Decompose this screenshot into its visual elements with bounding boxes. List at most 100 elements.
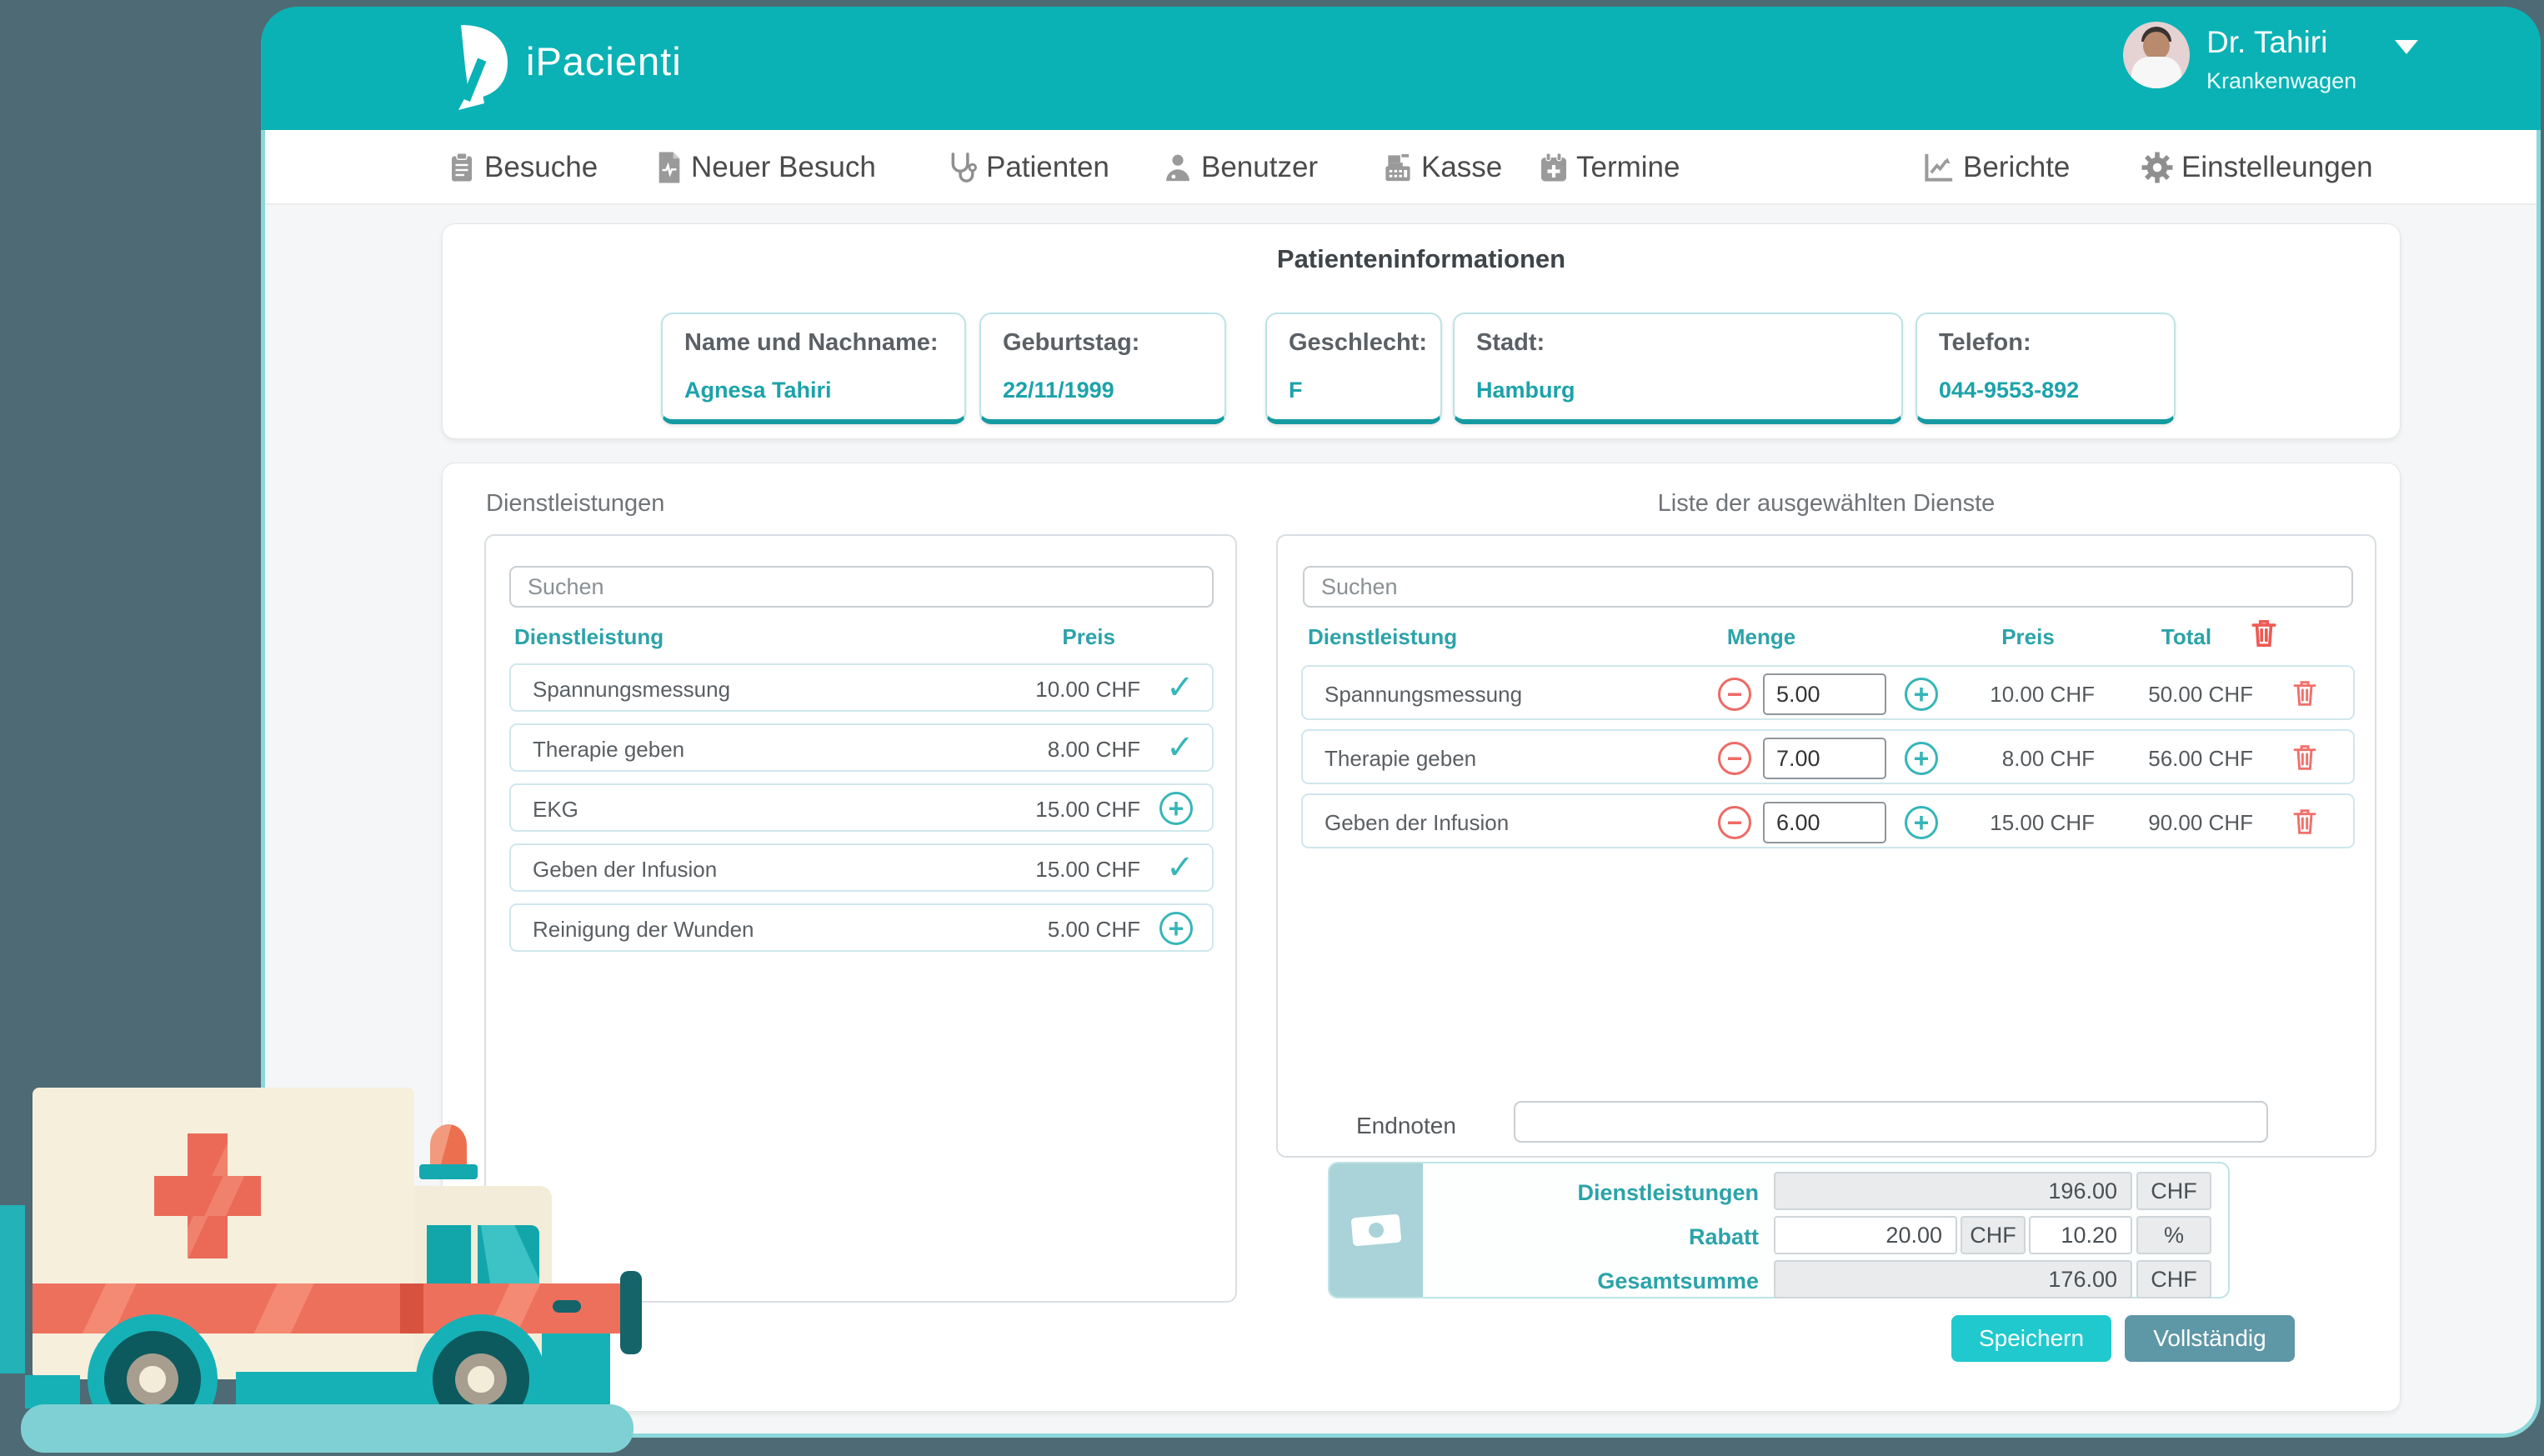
- add-service-button[interactable]: +: [1159, 792, 1193, 825]
- grand-total-value: 176.00: [1774, 1260, 2132, 1298]
- field-value: F: [1289, 378, 1303, 403]
- patient-info-panel: Patienteninformationen Name und Nachname…: [442, 223, 2401, 439]
- grand-total-unit: CHF: [2136, 1260, 2211, 1298]
- field-value: 22/11/1999: [1003, 378, 1114, 403]
- services-listbox: Dienstleistung Preis Spannungsmessung 10…: [484, 534, 1237, 1303]
- field-label: Name und Nachname:: [684, 329, 939, 356]
- delete-row-trash-icon[interactable]: [2291, 743, 2318, 777]
- selected-services-title: Liste der ausgewählten Dienste: [1657, 490, 1996, 517]
- nav-item-neuer-besuch[interactable]: Neuer Besuch: [655, 130, 876, 205]
- percent-unit: %: [2136, 1216, 2211, 1254]
- ambulance-siren-base: [419, 1164, 478, 1179]
- new-document-icon: [659, 152, 680, 183]
- ambulance-window-divider: [471, 1225, 478, 1323]
- complete-button[interactable]: Vollständig: [2125, 1315, 2295, 1362]
- gear-icon: [2141, 152, 2173, 183]
- field-value: Agnesa Tahiri: [684, 378, 832, 403]
- selected-service-row: Geben der Infusion − + 15.00 CHF 90.00 C…: [1301, 793, 2355, 848]
- service-price: 15.00 CHF: [1035, 857, 1140, 882]
- discount-percent-input[interactable]: [2029, 1216, 2132, 1254]
- nav-label: Neuer Besuch: [691, 151, 876, 183]
- nav-item-patienten[interactable]: Patienten: [947, 130, 1109, 205]
- calendar-plus-icon: [1541, 153, 1566, 182]
- discount-unit: CHF: [1961, 1216, 2026, 1254]
- field-label: Geburtstag:: [1003, 329, 1140, 356]
- discount-label: Rabatt: [1688, 1224, 1759, 1249]
- discount-chf-input[interactable]: [1774, 1216, 1957, 1254]
- stethoscope-icon: [951, 153, 977, 183]
- totals-card: Dienstleistungen 196.00 CHF Rabatt CHF %…: [1328, 1162, 2230, 1298]
- qty-input[interactable]: [1763, 673, 1886, 715]
- totals-services-label: Dienstleistungen: [1577, 1180, 1759, 1205]
- nav-item-termine[interactable]: Termine: [1539, 130, 1680, 205]
- qty-input[interactable]: [1763, 802, 1886, 843]
- qty-input[interactable]: [1763, 738, 1886, 779]
- decrease-qty-button[interactable]: −: [1718, 678, 1751, 711]
- clear-all-trash-icon[interactable]: [2250, 618, 2278, 653]
- nav-label: Termine: [1576, 151, 1680, 183]
- clipboard-icon: [452, 153, 472, 182]
- increase-qty-button[interactable]: +: [1905, 806, 1938, 839]
- decrease-qty-button[interactable]: −: [1718, 742, 1751, 775]
- increase-qty-button[interactable]: +: [1905, 678, 1938, 711]
- ambulance-front-bumper: [620, 1271, 642, 1354]
- nav-item-besuche[interactable]: Besuche: [447, 130, 598, 205]
- selected-service-row: Therapie geben − + 8.00 CHF 56.00 CHF: [1301, 729, 2355, 784]
- delete-row-trash-icon[interactable]: [2291, 807, 2318, 841]
- ambulance-stripe-dark-segment: [400, 1283, 423, 1333]
- totals-services-unit: CHF: [2136, 1172, 2211, 1210]
- ambulance-siren: [430, 1124, 467, 1166]
- save-button[interactable]: Speichern: [1951, 1315, 2111, 1362]
- service-price: 15.00 CHF: [1035, 797, 1140, 822]
- nav-item-berichte[interactable]: Berichte: [1922, 130, 2070, 205]
- field-value: Hamburg: [1476, 378, 1575, 403]
- nav-item-einstelleungen[interactable]: Einstelleungen: [2141, 130, 2373, 205]
- nav-item-benutzer[interactable]: Benutzer: [1162, 130, 1318, 205]
- service-total: 90.00 CHF: [2148, 810, 2253, 835]
- field-label: Stadt:: [1476, 329, 1545, 356]
- patient-field-birthday: Geburtstag: 22/11/1999: [979, 313, 1226, 424]
- chevron-down-icon[interactable]: [2395, 40, 2418, 54]
- service-total: 50.00 CHF: [2148, 682, 2253, 707]
- services-title: Dienstleistungen: [486, 490, 665, 517]
- add-service-button[interactable]: +: [1159, 912, 1193, 945]
- services-main-panel: Dienstleistungen Liste der ausgewählten …: [442, 463, 2401, 1412]
- nav-item-kasse[interactable]: Kasse: [1382, 130, 1502, 205]
- notes-input[interactable]: [1514, 1101, 2268, 1143]
- delete-row-trash-icon[interactable]: [2291, 678, 2318, 713]
- patient-field-city: Stadt: Hamburg: [1453, 313, 1903, 424]
- service-name: Reinigung der Wunden: [533, 917, 754, 942]
- patient-info-title: Patienteninformationen: [1276, 244, 1566, 273]
- patient-field-phone: Telefon: 044-9553-892: [1916, 313, 2176, 424]
- money-icon: [1330, 1163, 1423, 1297]
- service-row: Spannungsmessung 10.00 CHF ✓: [509, 663, 1214, 712]
- selected-search-input[interactable]: [1303, 566, 2353, 608]
- services-col-price: Preis: [1062, 624, 1115, 649]
- decrease-qty-button[interactable]: −: [1718, 806, 1751, 839]
- ambulance-door-handle: [553, 1300, 581, 1313]
- user-name[interactable]: Dr. Tahiri: [2206, 25, 2328, 59]
- service-row: Geben der Infusion 15.00 CHF ✓: [509, 843, 1214, 892]
- chart-icon: [1925, 153, 1953, 182]
- app-header: iPacienti Dr. Tahiri Krankenwagen: [261, 7, 2541, 130]
- services-search-input[interactable]: [509, 566, 1214, 608]
- check-icon: ✓: [1166, 849, 1194, 886]
- increase-qty-button[interactable]: +: [1905, 742, 1938, 775]
- selected-col-qty: Menge: [1726, 624, 1796, 649]
- service-row: Reinigung der Wunden 5.00 CHF +: [509, 903, 1214, 952]
- service-name: Spannungsmessung: [1325, 682, 1523, 707]
- selected-col-total: Total: [2161, 624, 2212, 649]
- check-icon: ✓: [1166, 669, 1194, 706]
- avatar[interactable]: [2123, 22, 2190, 88]
- service-name: EKG: [533, 797, 578, 822]
- ambulance-sign-fragment: [0, 1205, 25, 1373]
- service-price: 8.00 CHF: [2001, 746, 2095, 771]
- service-total: 56.00 CHF: [2148, 746, 2253, 771]
- service-name: Geben der Infusion: [1325, 810, 1510, 835]
- field-value: 044-9553-892: [1939, 378, 2080, 403]
- red-cross-icon: [154, 1176, 261, 1216]
- service-price: 8.00 CHF: [1047, 737, 1140, 762]
- service-name: Geben der Infusion: [533, 857, 718, 882]
- nav-label: Berichte: [1963, 151, 2071, 183]
